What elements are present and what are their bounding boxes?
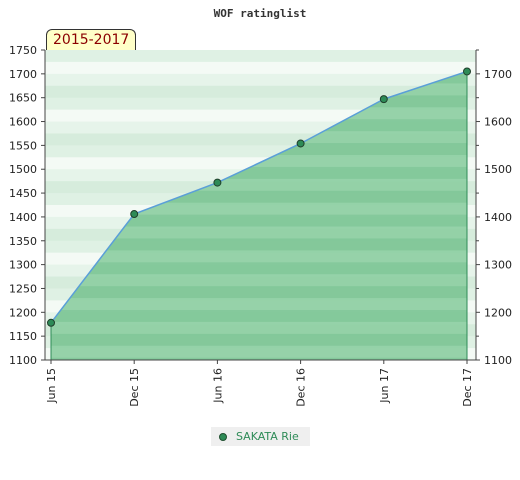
series-line [50, 70, 468, 324]
data-point [47, 318, 55, 327]
data-point [130, 210, 139, 219]
x-tick-label: Jun 15 [45, 368, 58, 404]
y-tick-label-left: 1700 [9, 68, 37, 81]
chart-title: WOF ratinglist [214, 7, 307, 20]
data-point [296, 139, 305, 148]
legend-marker-icon [219, 432, 227, 441]
x-tick-label: Dec 17 [461, 368, 474, 407]
legend[interactable]: SAKATA Rie [211, 427, 310, 446]
y-tick-label-left: 1100 [9, 354, 37, 367]
y-tick-label-left: 1250 [9, 282, 37, 295]
y-tick-label-left: 1350 [9, 235, 37, 248]
y-tick-label-right: 1300 [484, 259, 512, 272]
series-area [51, 71, 467, 360]
y-tick-label-left: 1550 [9, 139, 37, 152]
background-stripe [45, 61, 476, 75]
y-tick-label-left: 1450 [9, 187, 37, 200]
y-tick-label-left: 1200 [9, 306, 37, 319]
background-stripe [45, 85, 476, 99]
y-tick-label-right: 1500 [484, 163, 512, 176]
area-layer [50, 70, 468, 360]
y-tick-label-left: 1650 [9, 92, 37, 105]
y-tick-label-right: 1400 [484, 211, 512, 224]
y-tick-label-left: 1400 [9, 211, 37, 224]
y-tick-label-left: 1750 [9, 44, 37, 57]
data-point [379, 95, 388, 104]
date-range-badge: 2015-2017 [46, 29, 137, 50]
x-tick-label: Dec 15 [128, 368, 141, 407]
data-point [463, 67, 471, 76]
y-tick-label-left: 1600 [9, 116, 37, 129]
x-tick-label: Jun 16 [211, 368, 224, 404]
axes: 1100 1150 1200 1250 1300 1350 1400 1450 1500 1550… [9, 44, 512, 407]
y-tick-label-left: 1500 [9, 163, 37, 176]
y-tick-label-left: 1150 [9, 330, 37, 343]
y-tick-label-right: 1700 [484, 68, 512, 81]
y-tick-label-right: 1200 [484, 306, 512, 319]
x-tick-label: Jun 17 [378, 368, 391, 404]
x-tick-label: Dec 16 [295, 368, 308, 407]
y-tick-label-right: 1100 [484, 354, 512, 367]
background-stripe [45, 73, 476, 87]
data-marks [47, 67, 471, 327]
legend-label: SAKATA Rie [236, 430, 299, 443]
y-tick-label-left: 1300 [9, 259, 37, 272]
background-stripe [45, 50, 476, 63]
y-tick-label-right: 1600 [484, 116, 512, 129]
data-point [213, 178, 222, 187]
